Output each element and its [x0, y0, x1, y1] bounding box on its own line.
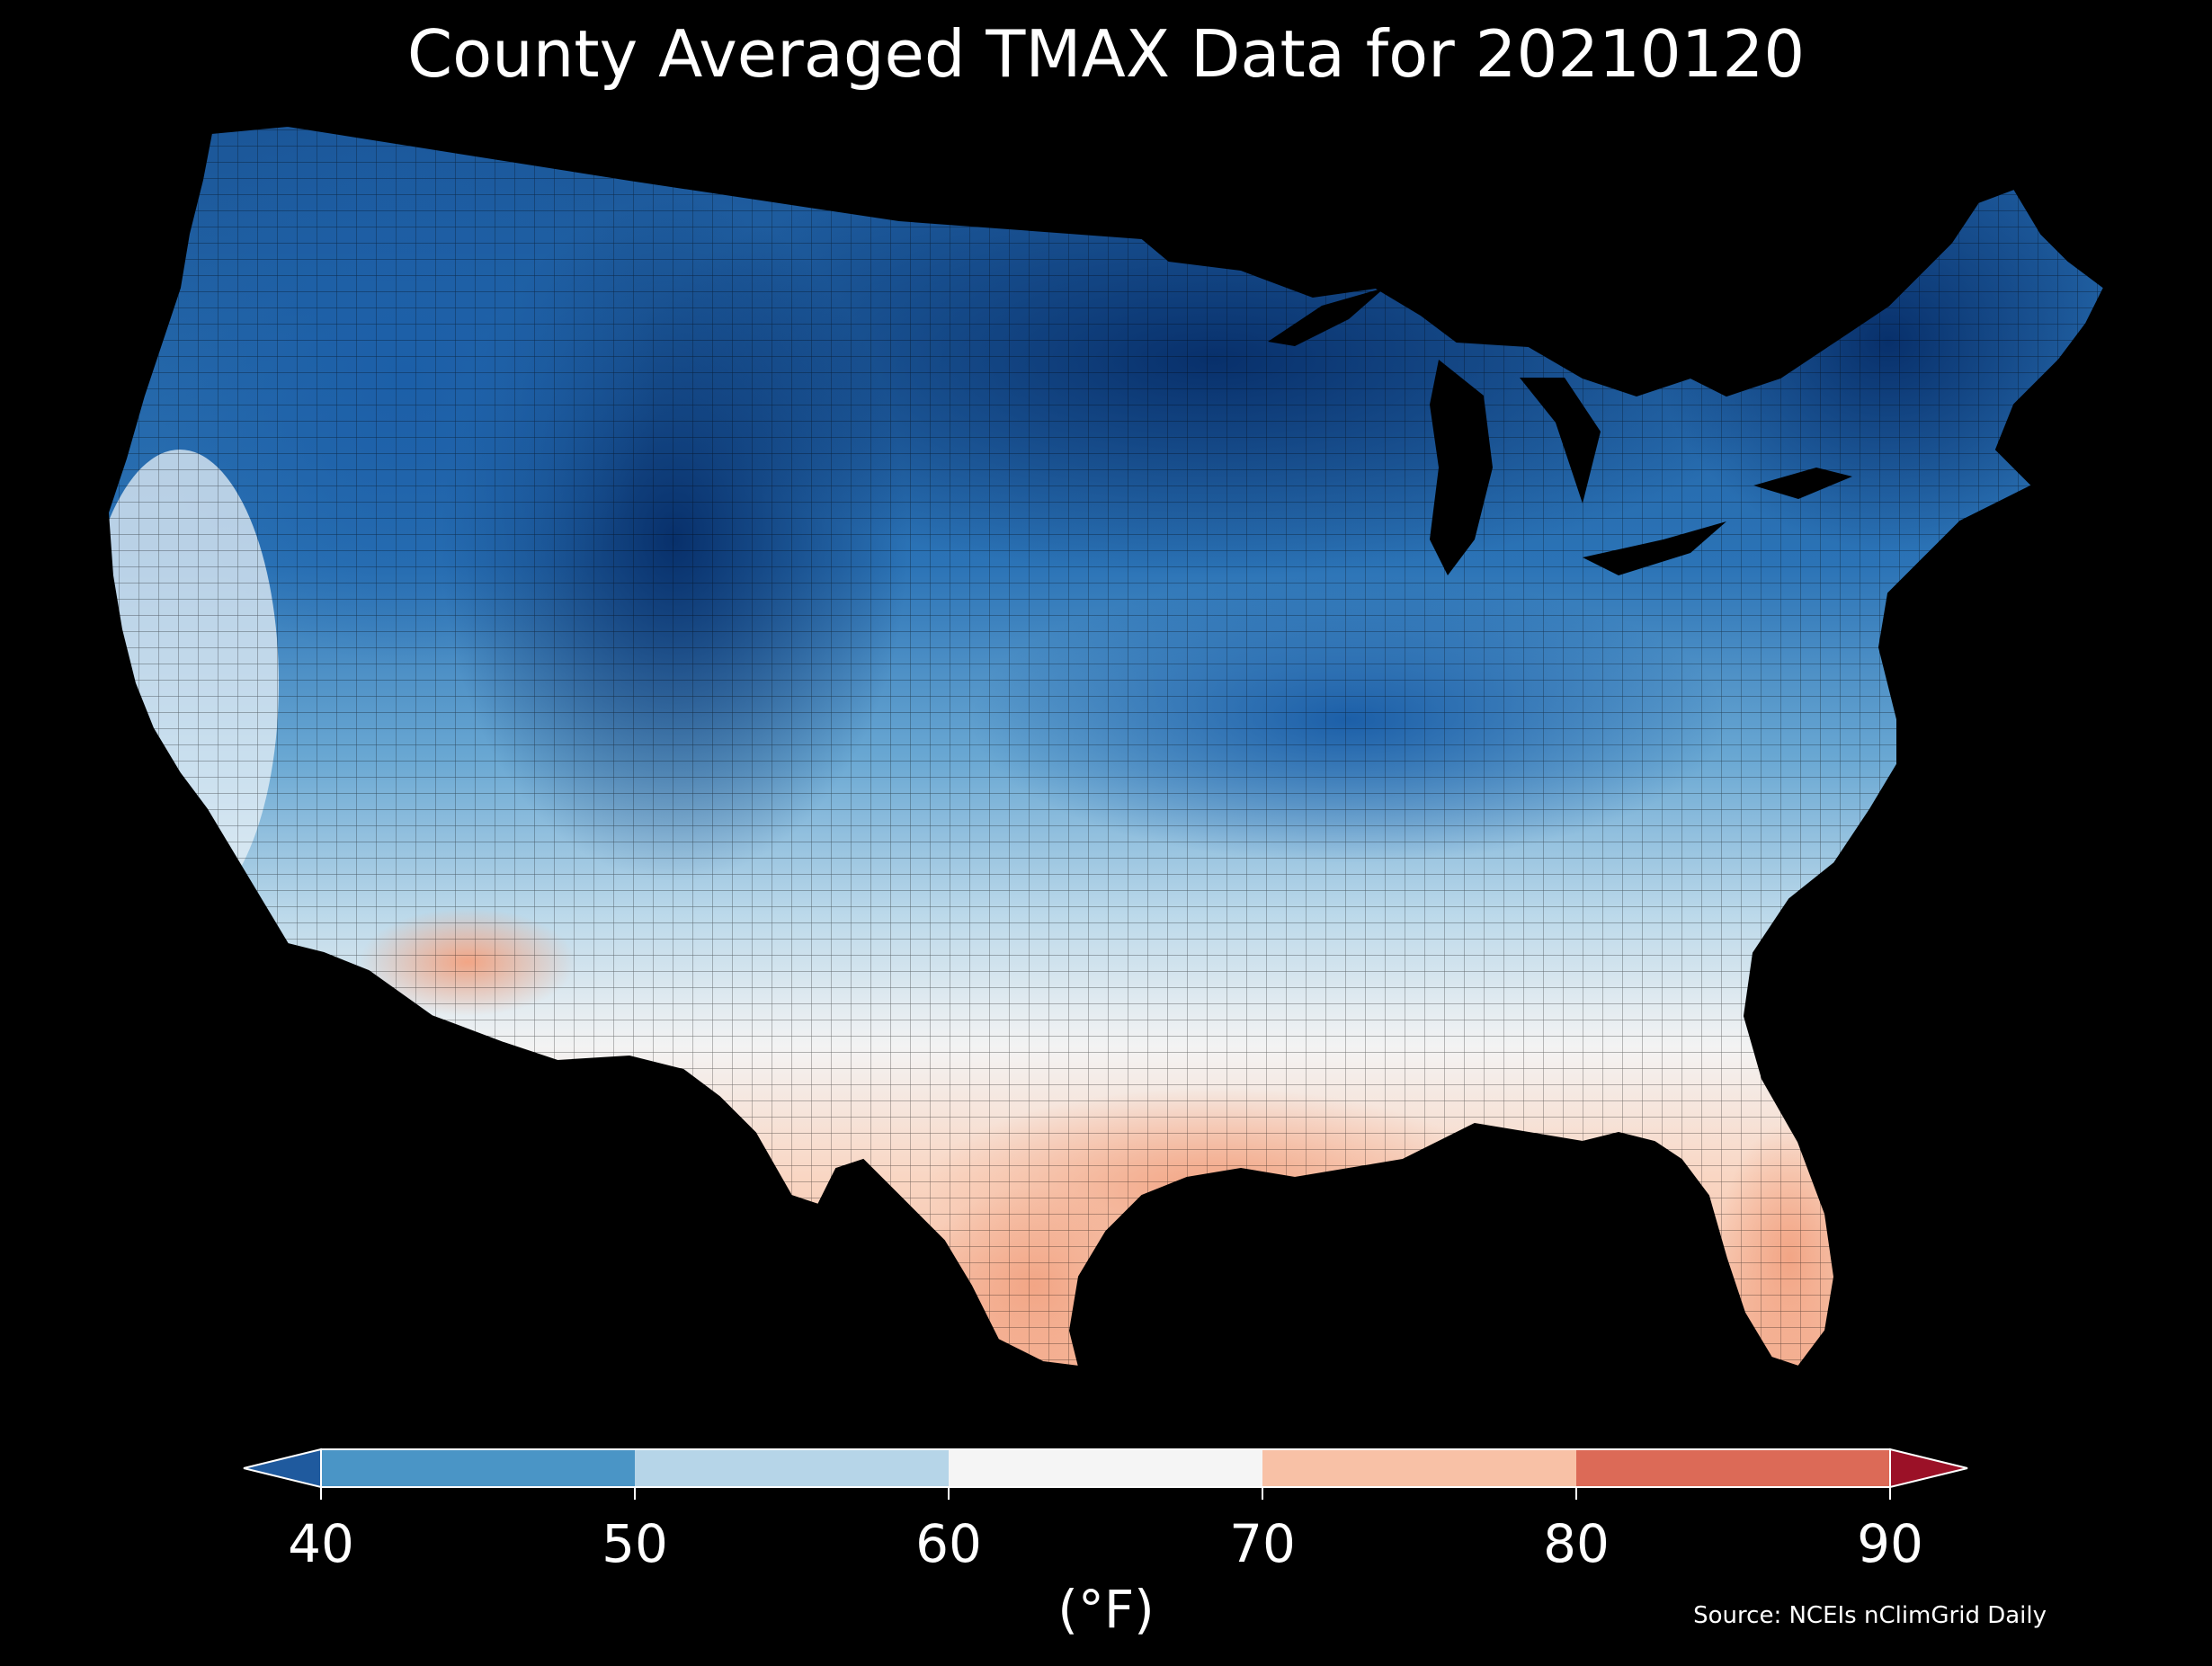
source-label: Source: NCEIs nClimGrid Daily	[1693, 1602, 2047, 1629]
colorbar-bin-60-70	[949, 1449, 1262, 1487]
colorbar-tick-label: 60	[915, 1513, 982, 1574]
colorbar-frame	[320, 1448, 1891, 1488]
map-title: County Averaged TMAX Data for 20210120	[406, 16, 1806, 92]
great-lakes	[1268, 288, 1852, 575]
colorbar-unit-label: (°F)	[1057, 1579, 1155, 1640]
colorbar-tick-label: 90	[1857, 1513, 1923, 1574]
colorbar-tick-label: 50	[602, 1513, 668, 1574]
colorbar-tick-label: 80	[1543, 1513, 1610, 1574]
colorbar-bin-70-80	[1262, 1449, 1576, 1487]
colorbar-under-arrow	[243, 1448, 322, 1489]
colorbar-bin-40-50	[321, 1449, 635, 1487]
colorbar-over-arrow	[1889, 1448, 1968, 1489]
colorbar-bin-50-60	[635, 1449, 949, 1487]
colorbar-tick-label: 70	[1229, 1513, 1296, 1574]
colorbar-tick-label: 40	[288, 1513, 354, 1574]
colorbar-bin-80-90	[1576, 1449, 1890, 1487]
